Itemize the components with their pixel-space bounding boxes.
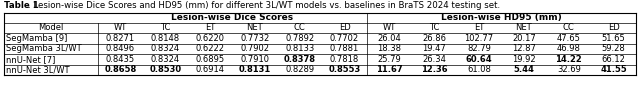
Text: . Lesion-wise Dice Scores and HD95 (mm) for different 3L/WT models vs. baselines: . Lesion-wise Dice Scores and HD95 (mm) … [28,2,500,10]
Text: 26.34: 26.34 [422,55,446,64]
Text: Model: Model [38,24,63,32]
Text: 0.8378: 0.8378 [284,55,316,64]
Text: 25.79: 25.79 [378,55,401,64]
Text: Lesion-wise Dice Scores: Lesion-wise Dice Scores [172,13,294,22]
Text: 59.28: 59.28 [602,44,625,53]
Text: 66.12: 66.12 [602,55,625,64]
Text: 26.86: 26.86 [422,34,446,43]
Text: 0.7732: 0.7732 [240,34,269,43]
Text: 12.87: 12.87 [512,44,536,53]
Text: 0.7902: 0.7902 [241,44,269,53]
Text: SegMamba 3L/WT: SegMamba 3L/WT [6,44,82,53]
Text: 61.08: 61.08 [467,65,491,74]
Text: 0.8289: 0.8289 [285,65,314,74]
Text: 0.7818: 0.7818 [330,55,359,64]
Text: 0.7881: 0.7881 [330,44,359,53]
Text: nnU-Net 3L/WT: nnU-Net 3L/WT [6,65,70,74]
Text: 19.92: 19.92 [512,55,536,64]
Text: 47.65: 47.65 [557,34,580,43]
Text: WT: WT [114,24,127,32]
Text: 0.8496: 0.8496 [106,44,135,53]
Text: 0.7892: 0.7892 [285,34,314,43]
Text: ET: ET [205,24,215,32]
Text: 5.44: 5.44 [513,65,534,74]
Text: 0.6222: 0.6222 [196,44,225,53]
Text: 20.17: 20.17 [512,34,536,43]
Text: 0.8271: 0.8271 [106,34,135,43]
Text: 19.47: 19.47 [422,44,446,53]
Text: 12.36: 12.36 [421,65,447,74]
Text: 0.8530: 0.8530 [149,65,181,74]
Text: 0.8435: 0.8435 [106,55,135,64]
Text: 0.7910: 0.7910 [241,55,269,64]
Text: 0.7702: 0.7702 [330,34,359,43]
Text: ED: ED [608,24,620,32]
Text: CC: CC [563,24,575,32]
Text: 0.8324: 0.8324 [150,44,180,53]
Text: 0.8658: 0.8658 [104,65,136,74]
Text: 18.38: 18.38 [378,44,401,53]
Text: CC: CC [294,24,305,32]
Text: 0.8324: 0.8324 [150,55,180,64]
Text: 0.6220: 0.6220 [196,34,225,43]
Text: nnU-Net [7]: nnU-Net [7] [6,55,56,64]
Text: 26.04: 26.04 [378,34,401,43]
Text: WT: WT [383,24,396,32]
Text: SegMamba [9]: SegMamba [9] [6,34,67,43]
Text: TC: TC [429,24,440,32]
Text: ED: ED [339,24,351,32]
Text: ET: ET [474,24,484,32]
Text: NET: NET [516,24,532,32]
Text: Lesion-wise HD95 (mm): Lesion-wise HD95 (mm) [441,13,562,22]
Text: 51.65: 51.65 [602,34,625,43]
Text: 60.64: 60.64 [466,55,492,64]
Text: 0.8131: 0.8131 [239,65,271,74]
Text: 32.69: 32.69 [557,65,580,74]
Text: NET: NET [246,24,263,32]
Text: 0.6895: 0.6895 [195,55,225,64]
Text: 11.67: 11.67 [376,65,403,74]
Text: 0.8553: 0.8553 [328,65,361,74]
Text: 82.79: 82.79 [467,44,491,53]
Text: 0.6914: 0.6914 [196,65,225,74]
Text: Table 1: Table 1 [4,2,39,10]
Text: 102.77: 102.77 [465,34,493,43]
Text: 14.22: 14.22 [556,55,582,64]
Text: 0.8148: 0.8148 [150,34,180,43]
Text: TC: TC [160,24,170,32]
Text: 41.55: 41.55 [600,65,627,74]
Text: 0.8133: 0.8133 [285,44,314,53]
Text: 46.98: 46.98 [557,44,580,53]
